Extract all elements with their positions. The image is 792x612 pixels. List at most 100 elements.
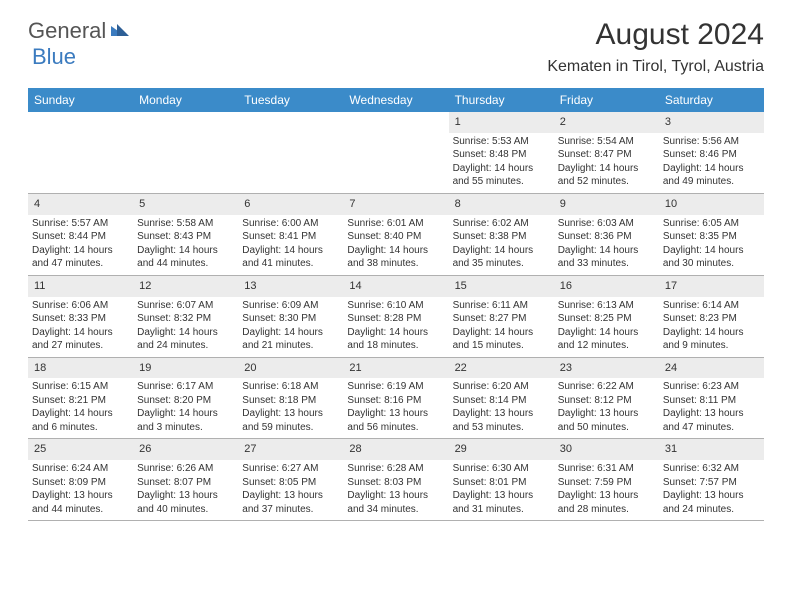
month-title: August 2024	[547, 18, 764, 52]
header: General August 2024 Kematen in Tirol, Ty…	[0, 0, 792, 82]
sunrise-text: Sunrise: 6:26 AM	[137, 462, 234, 476]
day-body: Sunrise: 6:27 AMSunset: 8:05 PMDaylight:…	[238, 460, 343, 520]
sunset-text: Sunset: 8:30 PM	[242, 312, 339, 326]
day-body: Sunrise: 6:32 AMSunset: 7:57 PMDaylight:…	[659, 460, 764, 520]
sunset-text: Sunset: 8:20 PM	[137, 394, 234, 408]
sunrise-text: Sunrise: 6:05 AM	[663, 217, 760, 231]
day-cell: 7Sunrise: 6:01 AMSunset: 8:40 PMDaylight…	[343, 194, 448, 275]
sunrise-text: Sunrise: 6:03 AM	[558, 217, 655, 231]
sunset-text: Sunset: 8:28 PM	[347, 312, 444, 326]
day-cell: 16Sunrise: 6:13 AMSunset: 8:25 PMDayligh…	[554, 276, 659, 357]
day-number: 29	[449, 439, 554, 460]
day-cell: 6Sunrise: 6:00 AMSunset: 8:41 PMDaylight…	[238, 194, 343, 275]
day-cell: 24Sunrise: 6:23 AMSunset: 8:11 PMDayligh…	[659, 358, 764, 439]
day-body: Sunrise: 6:10 AMSunset: 8:28 PMDaylight:…	[343, 297, 448, 357]
day-cell: 12Sunrise: 6:07 AMSunset: 8:32 PMDayligh…	[133, 276, 238, 357]
day-body: Sunrise: 6:31 AMSunset: 7:59 PMDaylight:…	[554, 460, 659, 520]
day-cell: 2Sunrise: 5:54 AMSunset: 8:47 PMDaylight…	[554, 112, 659, 193]
day-cell: 31Sunrise: 6:32 AMSunset: 7:57 PMDayligh…	[659, 439, 764, 520]
day-number: 6	[238, 194, 343, 215]
weeks-container: 1Sunrise: 5:53 AMSunset: 8:48 PMDaylight…	[28, 112, 764, 521]
sunset-text: Sunset: 7:59 PM	[558, 476, 655, 490]
calendar: Sunday Monday Tuesday Wednesday Thursday…	[0, 82, 792, 521]
day-body: Sunrise: 6:23 AMSunset: 8:11 PMDaylight:…	[659, 378, 764, 438]
day-body: Sunrise: 6:15 AMSunset: 8:21 PMDaylight:…	[28, 378, 133, 438]
sunset-text: Sunset: 8:41 PM	[242, 230, 339, 244]
day-number: 31	[659, 439, 764, 460]
day-cell	[133, 112, 238, 193]
sunrise-text: Sunrise: 6:20 AM	[453, 380, 550, 394]
day-cell: 9Sunrise: 6:03 AMSunset: 8:36 PMDaylight…	[554, 194, 659, 275]
day-body: Sunrise: 6:03 AMSunset: 8:36 PMDaylight:…	[554, 215, 659, 275]
day-body: Sunrise: 6:26 AMSunset: 8:07 PMDaylight:…	[133, 460, 238, 520]
daylight-text: Daylight: 13 hours and 44 minutes.	[32, 489, 129, 516]
day-cell: 27Sunrise: 6:27 AMSunset: 8:05 PMDayligh…	[238, 439, 343, 520]
day-cell: 26Sunrise: 6:26 AMSunset: 8:07 PMDayligh…	[133, 439, 238, 520]
day-number: 9	[554, 194, 659, 215]
day-cell: 30Sunrise: 6:31 AMSunset: 7:59 PMDayligh…	[554, 439, 659, 520]
day-body: Sunrise: 6:05 AMSunset: 8:35 PMDaylight:…	[659, 215, 764, 275]
sunset-text: Sunset: 8:35 PM	[663, 230, 760, 244]
week-row: 11Sunrise: 6:06 AMSunset: 8:33 PMDayligh…	[28, 276, 764, 358]
day-cell: 5Sunrise: 5:58 AMSunset: 8:43 PMDaylight…	[133, 194, 238, 275]
day-body: Sunrise: 6:13 AMSunset: 8:25 PMDaylight:…	[554, 297, 659, 357]
day-body: Sunrise: 6:24 AMSunset: 8:09 PMDaylight:…	[28, 460, 133, 520]
day-number: 3	[659, 112, 764, 133]
sunrise-text: Sunrise: 6:30 AM	[453, 462, 550, 476]
sunset-text: Sunset: 8:40 PM	[347, 230, 444, 244]
day-number: 25	[28, 439, 133, 460]
daylight-text: Daylight: 13 hours and 40 minutes.	[137, 489, 234, 516]
day-body: Sunrise: 5:54 AMSunset: 8:47 PMDaylight:…	[554, 133, 659, 193]
daylight-text: Daylight: 13 hours and 28 minutes.	[558, 489, 655, 516]
sunset-text: Sunset: 8:09 PM	[32, 476, 129, 490]
daylight-text: Daylight: 13 hours and 56 minutes.	[347, 407, 444, 434]
daylight-text: Daylight: 14 hours and 18 minutes.	[347, 326, 444, 353]
sunrise-text: Sunrise: 6:07 AM	[137, 299, 234, 313]
day-number: 27	[238, 439, 343, 460]
day-number: 23	[554, 358, 659, 379]
day-number	[343, 112, 448, 118]
sunrise-text: Sunrise: 6:10 AM	[347, 299, 444, 313]
sunrise-text: Sunrise: 6:18 AM	[242, 380, 339, 394]
sunrise-text: Sunrise: 6:22 AM	[558, 380, 655, 394]
day-cell	[343, 112, 448, 193]
week-row: 1Sunrise: 5:53 AMSunset: 8:48 PMDaylight…	[28, 112, 764, 194]
sunset-text: Sunset: 8:01 PM	[453, 476, 550, 490]
daylight-text: Daylight: 13 hours and 31 minutes.	[453, 489, 550, 516]
sunrise-text: Sunrise: 6:15 AM	[32, 380, 129, 394]
day-number: 4	[28, 194, 133, 215]
daylight-text: Daylight: 13 hours and 34 minutes.	[347, 489, 444, 516]
sunset-text: Sunset: 8:44 PM	[32, 230, 129, 244]
week-row: 4Sunrise: 5:57 AMSunset: 8:44 PMDaylight…	[28, 194, 764, 276]
day-body: Sunrise: 5:56 AMSunset: 8:46 PMDaylight:…	[659, 133, 764, 193]
sunrise-text: Sunrise: 6:23 AM	[663, 380, 760, 394]
day-cell: 18Sunrise: 6:15 AMSunset: 8:21 PMDayligh…	[28, 358, 133, 439]
sunset-text: Sunset: 8:33 PM	[32, 312, 129, 326]
weekday-header: Thursday	[449, 88, 554, 112]
day-body: Sunrise: 6:17 AMSunset: 8:20 PMDaylight:…	[133, 378, 238, 438]
day-body: Sunrise: 5:58 AMSunset: 8:43 PMDaylight:…	[133, 215, 238, 275]
day-body: Sunrise: 6:18 AMSunset: 8:18 PMDaylight:…	[238, 378, 343, 438]
day-number: 26	[133, 439, 238, 460]
logo-text-blue: Blue	[32, 44, 76, 69]
week-row: 18Sunrise: 6:15 AMSunset: 8:21 PMDayligh…	[28, 358, 764, 440]
day-number: 30	[554, 439, 659, 460]
day-number: 2	[554, 112, 659, 133]
weekday-header: Tuesday	[238, 88, 343, 112]
title-block: August 2024 Kematen in Tirol, Tyrol, Aus…	[547, 18, 764, 76]
day-cell	[28, 112, 133, 193]
sunset-text: Sunset: 8:48 PM	[453, 148, 550, 162]
daylight-text: Daylight: 14 hours and 44 minutes.	[137, 244, 234, 271]
sunrise-text: Sunrise: 6:06 AM	[32, 299, 129, 313]
day-body: Sunrise: 6:28 AMSunset: 8:03 PMDaylight:…	[343, 460, 448, 520]
weekday-header: Monday	[133, 88, 238, 112]
sunrise-text: Sunrise: 6:01 AM	[347, 217, 444, 231]
day-number: 12	[133, 276, 238, 297]
daylight-text: Daylight: 14 hours and 47 minutes.	[32, 244, 129, 271]
day-cell: 14Sunrise: 6:10 AMSunset: 8:28 PMDayligh…	[343, 276, 448, 357]
day-body: Sunrise: 6:01 AMSunset: 8:40 PMDaylight:…	[343, 215, 448, 275]
day-cell: 4Sunrise: 5:57 AMSunset: 8:44 PMDaylight…	[28, 194, 133, 275]
week-row: 25Sunrise: 6:24 AMSunset: 8:09 PMDayligh…	[28, 439, 764, 521]
day-number	[28, 112, 133, 118]
day-number: 1	[449, 112, 554, 133]
